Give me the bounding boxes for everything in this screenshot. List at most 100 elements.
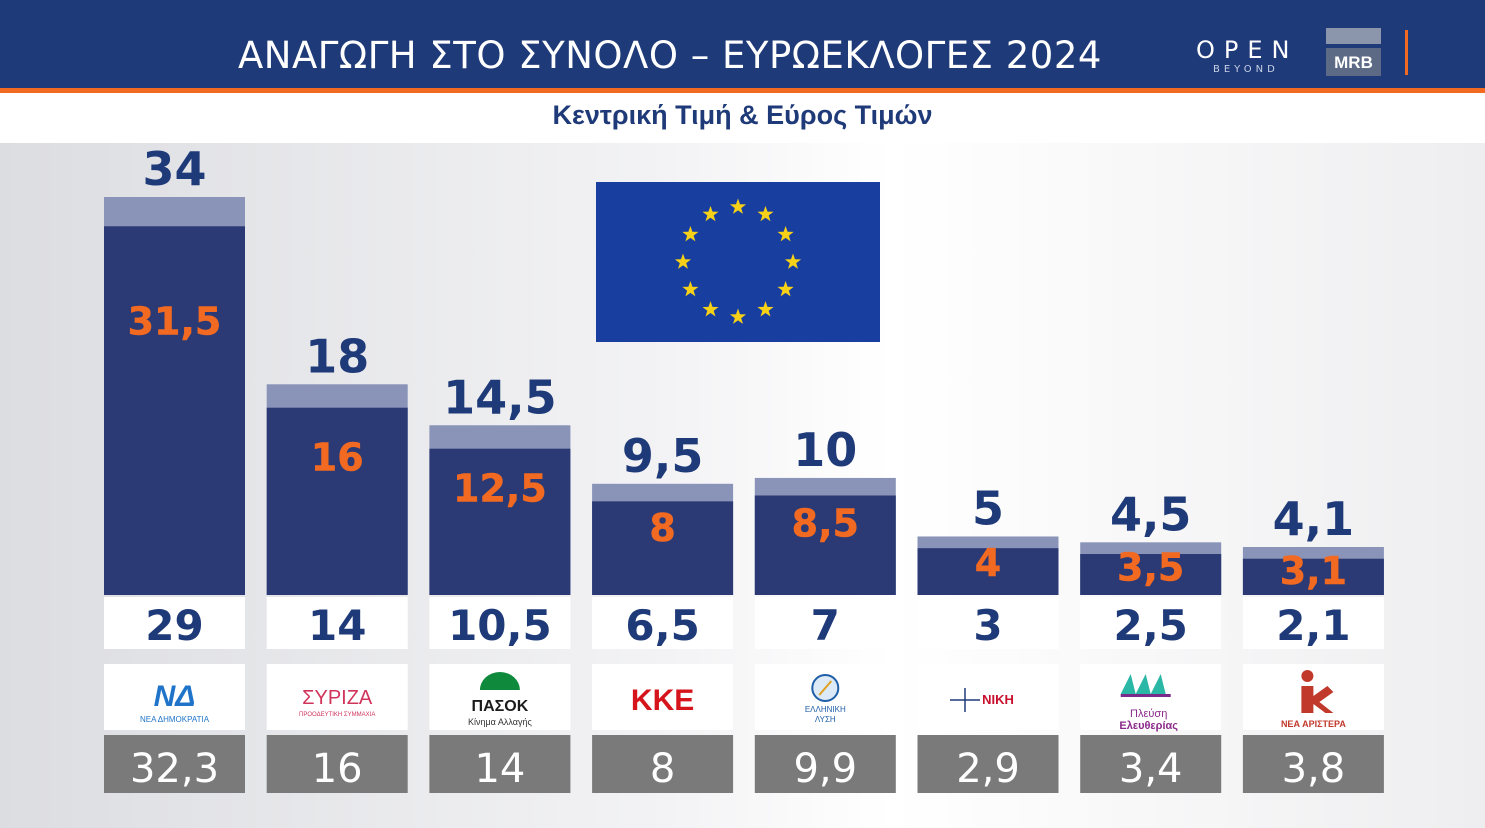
bar-max-label: 14,5 bbox=[443, 370, 557, 424]
plefsi-mark: Πλεύση bbox=[1130, 708, 1167, 720]
result-label: 8 bbox=[650, 746, 675, 792]
nd-mark: ΝΔ bbox=[154, 680, 196, 713]
bar-min-box bbox=[429, 597, 571, 649]
bar-min-label: 29 bbox=[145, 601, 203, 650]
eu-flag-icon bbox=[596, 182, 880, 342]
eu-star-icon bbox=[682, 281, 699, 297]
plefsi-text: Ελευθερίας bbox=[1119, 720, 1178, 732]
result-label: 2,9 bbox=[956, 746, 1020, 792]
eu-star-icon bbox=[777, 281, 794, 297]
bar-central-label: 3,5 bbox=[1117, 545, 1184, 589]
result-box bbox=[1242, 735, 1384, 793]
bar-min-box bbox=[592, 597, 734, 649]
bar-central-label: 8 bbox=[649, 506, 675, 550]
nea-aristera-k-icon bbox=[1301, 686, 1334, 713]
result-label: 9,9 bbox=[793, 746, 857, 792]
bar-central bbox=[429, 448, 571, 595]
eu-star-icon bbox=[702, 205, 719, 222]
nea-aristera-mark: ΝΕΑ ΑΡΙΣΤΕΡΑ bbox=[1281, 719, 1346, 729]
party-logo-box bbox=[266, 664, 408, 730]
header-bar bbox=[0, 0, 1485, 88]
party-logo-box bbox=[592, 664, 734, 730]
niki-mark: ΝΙΚΗ bbox=[982, 692, 1014, 707]
bar-min-box bbox=[917, 597, 1059, 649]
eu-star-icon bbox=[757, 301, 774, 317]
bar-central bbox=[917, 548, 1059, 595]
elliniki-lysi-text: ΛΥΣΗ bbox=[815, 715, 836, 724]
bar-min-label: 3 bbox=[973, 601, 1002, 650]
bar-central-label: 12,5 bbox=[453, 466, 547, 510]
bar-min-label: 10,5 bbox=[448, 601, 552, 650]
eu-star-icon bbox=[682, 226, 699, 242]
chart-subtitle: Κεντρική Τιμή & Εύρος Τιμών bbox=[552, 100, 933, 130]
result-box bbox=[754, 735, 896, 793]
bar-min-label: 2,5 bbox=[1113, 601, 1187, 650]
result-box bbox=[1080, 735, 1222, 793]
kke-logo-icon: ΚΚΕ bbox=[631, 684, 694, 717]
eu-star-icon bbox=[757, 205, 774, 222]
bar-max-label: 4,5 bbox=[1110, 487, 1192, 541]
bar-central bbox=[266, 407, 408, 595]
logo-divider bbox=[1405, 30, 1408, 75]
bar-min-box bbox=[1242, 597, 1384, 649]
pasok-text: Κίνημα Αλλαγής bbox=[468, 717, 532, 727]
bar-central bbox=[592, 501, 734, 595]
bar-central-label: 16 bbox=[311, 436, 364, 480]
nd-text: ΝΕΑ ΔΗΜΟΚΡΑΤΙΑ bbox=[140, 715, 210, 724]
party-logo-box bbox=[104, 664, 245, 730]
pasok-logo-icon: ΠΑΣΟΚ Κίνημα Αλλαγής bbox=[468, 672, 532, 727]
bar-central-label: 4 bbox=[975, 541, 1001, 585]
eu-star-icon bbox=[729, 198, 747, 214]
bar-central-label: 8,5 bbox=[792, 501, 859, 545]
niki-logo-icon: ΝΙΚΗ bbox=[950, 688, 1014, 712]
bar-central bbox=[1242, 558, 1384, 595]
bar-max-label: 9,5 bbox=[622, 429, 704, 483]
bar-min-label: 14 bbox=[308, 601, 366, 650]
bar-max-label: 34 bbox=[142, 142, 206, 196]
syriza-mark: ΣΥΡΙΖΑ bbox=[302, 687, 373, 709]
result-label: 32,3 bbox=[130, 746, 219, 792]
result-label: 16 bbox=[312, 746, 363, 792]
open-beyond-tagline: BEYOND bbox=[1213, 64, 1279, 75]
pasok-mark: ΠΑΣΟΚ bbox=[472, 698, 529, 715]
elliniki-lysi-mark: ΕΛΛΗΝΙΚΗ bbox=[805, 705, 846, 714]
bar-min-box bbox=[104, 597, 245, 649]
bar-min-label: 6,5 bbox=[625, 601, 699, 650]
bar-max-label: 4,1 bbox=[1273, 492, 1355, 546]
mrb-logo-text: MRB bbox=[1326, 48, 1381, 76]
bar-min-box bbox=[266, 597, 408, 649]
bar-central bbox=[104, 226, 245, 595]
bar-central-label: 31,5 bbox=[128, 299, 222, 343]
bar-min-box bbox=[1080, 597, 1222, 649]
page-title: ΑΝΑΓΩΓΗ ΣΤΟ ΣΥΝΟΛΟ – ΕΥΡΩΕΚΛΟΓΕΣ 2024 bbox=[238, 34, 1102, 77]
syriza-text: ΠΡΟΟΔΕΥΤΙΚΗ ΣΥΜΜΑΧΙΑ bbox=[299, 712, 375, 718]
result-box bbox=[917, 735, 1059, 793]
result-box bbox=[592, 735, 734, 793]
bar-min-label: 2,1 bbox=[1276, 601, 1350, 650]
result-box bbox=[266, 735, 408, 793]
bar-max-label: 5 bbox=[972, 481, 1004, 535]
bar-central bbox=[754, 495, 896, 595]
bar-max-label: 10 bbox=[793, 423, 857, 477]
compass-needle-icon bbox=[818, 680, 833, 696]
result-label: 3,4 bbox=[1119, 746, 1183, 792]
bar-min-label: 7 bbox=[811, 601, 840, 650]
nd-logo-icon: ΝΔ ΝΕΑ ΔΗΜΟΚΡΑΤΙΑ bbox=[140, 680, 210, 724]
pasok-sun-icon bbox=[479, 672, 520, 690]
result-box bbox=[104, 735, 245, 793]
eu-star-icon bbox=[777, 226, 794, 242]
bar-max-label: 18 bbox=[305, 329, 369, 383]
subtitle-band bbox=[0, 93, 1485, 143]
party-logo-box bbox=[917, 664, 1059, 730]
eu-star-icon bbox=[674, 253, 692, 269]
nea-aristera-logo-icon: ΝΕΑ ΑΡΙΣΤΕΡΑ bbox=[1281, 670, 1346, 729]
open-logo: OPEN bbox=[1196, 36, 1299, 64]
plefsi-sails-icon bbox=[1120, 674, 1166, 694]
syriza-logo-icon: ΣΥΡΙΖΑ ΠΡΟΟΔΕΥΤΙΚΗ ΣΥΜΜΑΧΙΑ bbox=[299, 687, 375, 718]
kke-mark: ΚΚΕ bbox=[631, 684, 694, 717]
mrb-logo: MRB bbox=[1326, 28, 1381, 76]
result-box bbox=[429, 735, 571, 793]
